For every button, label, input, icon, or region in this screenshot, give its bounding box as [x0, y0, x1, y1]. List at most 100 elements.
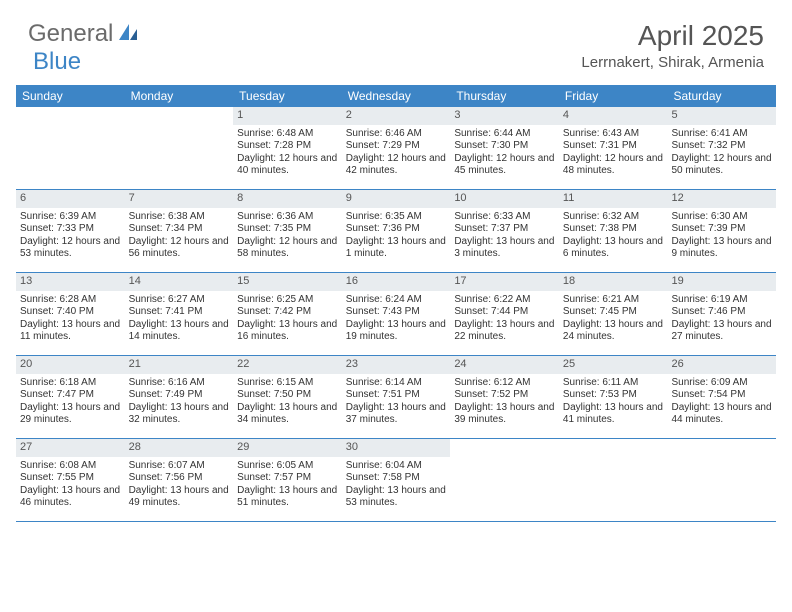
- daylight-line: Daylight: 12 hours and 53 minutes.: [20, 236, 121, 261]
- day-body: Sunrise: 6:15 AMSunset: 7:50 PMDaylight:…: [233, 374, 342, 431]
- day-body: Sunrise: 6:35 AMSunset: 7:36 PMDaylight:…: [342, 208, 451, 265]
- day-number: 23: [342, 356, 451, 374]
- day-number: 18: [559, 273, 668, 291]
- day-body: Sunrise: 6:09 AMSunset: 7:54 PMDaylight:…: [667, 374, 776, 431]
- sunset-line: Sunset: 7:42 PM: [237, 306, 338, 319]
- daylight-line: Daylight: 13 hours and 34 minutes.: [237, 402, 338, 427]
- day-cell: [450, 439, 559, 521]
- daylight-line: Daylight: 13 hours and 29 minutes.: [20, 402, 121, 427]
- day-cell: 8Sunrise: 6:36 AMSunset: 7:35 PMDaylight…: [233, 190, 342, 272]
- daylight-line: Daylight: 13 hours and 53 minutes.: [346, 485, 447, 510]
- day-body: Sunrise: 6:05 AMSunset: 7:57 PMDaylight:…: [233, 457, 342, 514]
- sunrise-line: Sunrise: 6:33 AM: [454, 211, 555, 224]
- week-row: 1Sunrise: 6:48 AMSunset: 7:28 PMDaylight…: [16, 107, 776, 190]
- daylight-line: Daylight: 13 hours and 51 minutes.: [237, 485, 338, 510]
- daylight-line: Daylight: 12 hours and 40 minutes.: [237, 153, 338, 178]
- sunset-line: Sunset: 7:43 PM: [346, 306, 447, 319]
- day-cell: 30Sunrise: 6:04 AMSunset: 7:58 PMDayligh…: [342, 439, 451, 521]
- day-body: Sunrise: 6:11 AMSunset: 7:53 PMDaylight:…: [559, 374, 668, 431]
- sunrise-line: Sunrise: 6:28 AM: [20, 294, 121, 307]
- month-title: April 2025: [581, 20, 764, 52]
- daylight-line: Daylight: 13 hours and 19 minutes.: [346, 319, 447, 344]
- day-cell: 22Sunrise: 6:15 AMSunset: 7:50 PMDayligh…: [233, 356, 342, 438]
- sunset-line: Sunset: 7:38 PM: [563, 223, 664, 236]
- sunset-line: Sunset: 7:54 PM: [671, 389, 772, 402]
- week-row: 13Sunrise: 6:28 AMSunset: 7:40 PMDayligh…: [16, 273, 776, 356]
- sunrise-line: Sunrise: 6:18 AM: [20, 377, 121, 390]
- day-number: 28: [125, 439, 234, 457]
- calendar-weeks: 1Sunrise: 6:48 AMSunset: 7:28 PMDaylight…: [16, 107, 776, 522]
- day-body: Sunrise: 6:36 AMSunset: 7:35 PMDaylight:…: [233, 208, 342, 265]
- day-number: 3: [450, 107, 559, 125]
- sunrise-line: Sunrise: 6:24 AM: [346, 294, 447, 307]
- day-body: Sunrise: 6:30 AMSunset: 7:39 PMDaylight:…: [667, 208, 776, 265]
- day-number: 13: [16, 273, 125, 291]
- title-block: April 2025 Lerrnakert, Shirak, Armenia: [581, 20, 764, 71]
- location-text: Lerrnakert, Shirak, Armenia: [581, 54, 764, 71]
- day-body: Sunrise: 6:14 AMSunset: 7:51 PMDaylight:…: [342, 374, 451, 431]
- daylight-line: Daylight: 13 hours and 46 minutes.: [20, 485, 121, 510]
- daylight-line: Daylight: 13 hours and 22 minutes.: [454, 319, 555, 344]
- sunset-line: Sunset: 7:56 PM: [129, 472, 230, 485]
- daylight-line: Daylight: 13 hours and 41 minutes.: [563, 402, 664, 427]
- day-number: 19: [667, 273, 776, 291]
- day-body: Sunrise: 6:32 AMSunset: 7:38 PMDaylight:…: [559, 208, 668, 265]
- sunset-line: Sunset: 7:36 PM: [346, 223, 447, 236]
- day-number: 20: [16, 356, 125, 374]
- day-body: Sunrise: 6:27 AMSunset: 7:41 PMDaylight:…: [125, 291, 234, 348]
- day-number: 17: [450, 273, 559, 291]
- header: General April 2025 Lerrnakert, Shirak, A…: [0, 0, 792, 77]
- sunrise-line: Sunrise: 6:48 AM: [237, 128, 338, 141]
- sunset-line: Sunset: 7:29 PM: [346, 140, 447, 153]
- day-cell: 27Sunrise: 6:08 AMSunset: 7:55 PMDayligh…: [16, 439, 125, 521]
- day-number: 22: [233, 356, 342, 374]
- sunrise-line: Sunrise: 6:32 AM: [563, 211, 664, 224]
- logo-text-blue: Blue: [33, 48, 81, 75]
- daylight-line: Daylight: 12 hours and 42 minutes.: [346, 153, 447, 178]
- dow-cell: Friday: [559, 85, 668, 107]
- sunrise-line: Sunrise: 6:46 AM: [346, 128, 447, 141]
- sunrise-line: Sunrise: 6:11 AM: [563, 377, 664, 390]
- day-cell: 19Sunrise: 6:19 AMSunset: 7:46 PMDayligh…: [667, 273, 776, 355]
- day-number: 26: [667, 356, 776, 374]
- sunset-line: Sunset: 7:35 PM: [237, 223, 338, 236]
- day-body: Sunrise: 6:39 AMSunset: 7:33 PMDaylight:…: [16, 208, 125, 265]
- day-cell: 26Sunrise: 6:09 AMSunset: 7:54 PMDayligh…: [667, 356, 776, 438]
- logo: General: [28, 20, 142, 48]
- sunset-line: Sunset: 7:31 PM: [563, 140, 664, 153]
- day-cell: 18Sunrise: 6:21 AMSunset: 7:45 PMDayligh…: [559, 273, 668, 355]
- day-number: 15: [233, 273, 342, 291]
- daylight-line: Daylight: 13 hours and 24 minutes.: [563, 319, 664, 344]
- day-number: 7: [125, 190, 234, 208]
- day-cell: 28Sunrise: 6:07 AMSunset: 7:56 PMDayligh…: [125, 439, 234, 521]
- sunset-line: Sunset: 7:46 PM: [671, 306, 772, 319]
- day-body: Sunrise: 6:46 AMSunset: 7:29 PMDaylight:…: [342, 125, 451, 182]
- sunset-line: Sunset: 7:39 PM: [671, 223, 772, 236]
- daylight-line: Daylight: 12 hours and 58 minutes.: [237, 236, 338, 261]
- day-body: Sunrise: 6:38 AMSunset: 7:34 PMDaylight:…: [125, 208, 234, 265]
- dow-cell: Sunday: [16, 85, 125, 107]
- sunset-line: Sunset: 7:37 PM: [454, 223, 555, 236]
- day-number: 29: [233, 439, 342, 457]
- daylight-line: Daylight: 13 hours and 37 minutes.: [346, 402, 447, 427]
- day-body: Sunrise: 6:08 AMSunset: 7:55 PMDaylight:…: [16, 457, 125, 514]
- daylight-line: Daylight: 13 hours and 11 minutes.: [20, 319, 121, 344]
- daylight-line: Daylight: 12 hours and 50 minutes.: [671, 153, 772, 178]
- calendar: SundayMondayTuesdayWednesdayThursdayFrid…: [16, 85, 776, 522]
- day-cell: 17Sunrise: 6:22 AMSunset: 7:44 PMDayligh…: [450, 273, 559, 355]
- daylight-line: Daylight: 13 hours and 16 minutes.: [237, 319, 338, 344]
- sunset-line: Sunset: 7:40 PM: [20, 306, 121, 319]
- day-number: 14: [125, 273, 234, 291]
- sunrise-line: Sunrise: 6:21 AM: [563, 294, 664, 307]
- day-number: 27: [16, 439, 125, 457]
- sunrise-line: Sunrise: 6:19 AM: [671, 294, 772, 307]
- day-cell: [16, 107, 125, 189]
- daylight-line: Daylight: 13 hours and 3 minutes.: [454, 236, 555, 261]
- day-cell: 23Sunrise: 6:14 AMSunset: 7:51 PMDayligh…: [342, 356, 451, 438]
- day-body: Sunrise: 6:33 AMSunset: 7:37 PMDaylight:…: [450, 208, 559, 265]
- sunrise-line: Sunrise: 6:39 AM: [20, 211, 121, 224]
- daylight-line: Daylight: 13 hours and 1 minute.: [346, 236, 447, 261]
- sunrise-line: Sunrise: 6:15 AM: [237, 377, 338, 390]
- sunrise-line: Sunrise: 6:08 AM: [20, 460, 121, 473]
- day-number: 25: [559, 356, 668, 374]
